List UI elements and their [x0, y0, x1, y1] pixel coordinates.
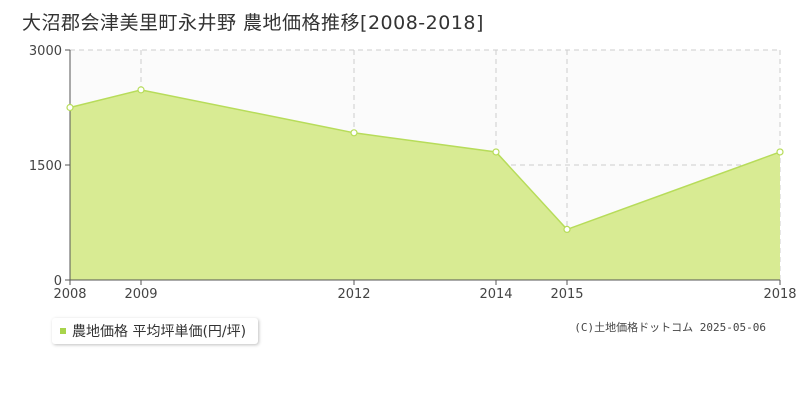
x-tick-label: 2015 — [550, 287, 583, 302]
data-point — [350, 129, 358, 137]
y-tick-label: 0 — [54, 274, 62, 289]
series-area — [70, 89, 780, 280]
legend-label: 農地価格 平均坪単価(円/坪) — [72, 324, 247, 340]
y-axis-labels: 0 1500 3000 — [29, 44, 62, 289]
x-tick-label: 2018 — [763, 287, 796, 302]
data-point — [137, 86, 145, 94]
data-points — [66, 86, 784, 233]
x-tick-label: 2008 — [53, 287, 86, 302]
y-tick-label: 3000 — [29, 44, 62, 59]
chart-title: 大沼郡会津美里町永井野 農地価格推移[2008-2018] — [22, 12, 484, 34]
data-point — [776, 148, 784, 156]
x-tick-label: 2012 — [337, 287, 370, 302]
legend-swatch — [60, 328, 66, 334]
x-tick-label: 2014 — [479, 287, 512, 302]
series-line — [69, 89, 781, 231]
y-tick-label: 1500 — [29, 159, 62, 174]
x-axis-labels: 2008 2009 2012 2014 2015 2018 — [53, 287, 796, 302]
data-point — [492, 148, 500, 156]
data-point — [66, 103, 74, 112]
area-fill — [69, 89, 781, 280]
data-point — [563, 225, 571, 233]
x-tick-label: 2009 — [124, 287, 157, 302]
legend: 農地価格 平均坪単価(円/坪) — [52, 318, 259, 344]
copyright-credit: (C)土地価格ドットコム 2025-05-06 — [574, 321, 766, 334]
axes — [65, 49, 781, 285]
